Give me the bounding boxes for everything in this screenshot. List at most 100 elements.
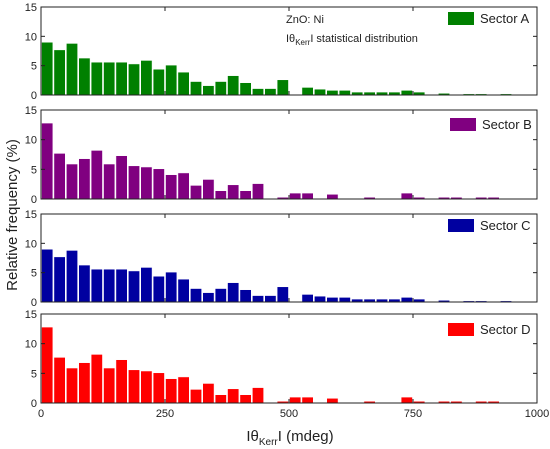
bar bbox=[227, 282, 240, 303]
bar bbox=[177, 172, 190, 200]
bar bbox=[326, 90, 339, 96]
y-tick-label: 5 bbox=[31, 368, 37, 380]
bar bbox=[301, 396, 314, 404]
bar bbox=[115, 61, 128, 96]
bar bbox=[252, 295, 265, 303]
bar bbox=[78, 57, 91, 96]
bar bbox=[239, 190, 252, 200]
legend-swatch bbox=[448, 323, 474, 336]
bar bbox=[128, 63, 141, 96]
bar bbox=[177, 278, 190, 303]
y-tick-label: 5 bbox=[31, 61, 37, 73]
bar bbox=[41, 248, 54, 303]
bar bbox=[128, 270, 141, 303]
bar bbox=[214, 190, 227, 200]
bar bbox=[152, 168, 165, 200]
bar bbox=[53, 49, 66, 96]
y-tick-label: 0 bbox=[31, 194, 37, 206]
bar bbox=[152, 372, 165, 404]
bar bbox=[115, 268, 128, 303]
bar bbox=[78, 158, 91, 200]
bar bbox=[338, 297, 351, 303]
y-tick-label: 5 bbox=[31, 268, 37, 280]
x-tick-label: 1000 bbox=[525, 408, 549, 420]
x-tick-label: 250 bbox=[156, 408, 174, 420]
bar bbox=[115, 155, 128, 200]
bar bbox=[400, 396, 413, 404]
panels-group: 0 5 10 15 Sector A 0 5 10 15 Sector B 0 5 10 15 Sector… bbox=[25, 2, 549, 420]
bar bbox=[152, 275, 165, 303]
bar bbox=[301, 294, 314, 303]
bar bbox=[400, 297, 413, 303]
bar bbox=[53, 256, 66, 303]
bar bbox=[177, 71, 190, 96]
y-tick-label: 15 bbox=[25, 309, 37, 321]
bar bbox=[313, 295, 326, 303]
bar bbox=[165, 378, 178, 404]
bar bbox=[90, 150, 103, 200]
bar bbox=[289, 192, 302, 200]
bar bbox=[276, 286, 289, 303]
bar bbox=[338, 90, 351, 96]
bar bbox=[326, 297, 339, 303]
bar bbox=[252, 183, 265, 200]
bar bbox=[103, 367, 116, 404]
bar bbox=[78, 264, 91, 303]
y-tick-label: 5 bbox=[31, 164, 37, 176]
bar bbox=[264, 88, 277, 96]
bar bbox=[202, 383, 215, 404]
y-tick-label: 0 bbox=[31, 297, 37, 309]
bar bbox=[264, 295, 277, 303]
bar bbox=[53, 153, 66, 200]
bar bbox=[152, 68, 165, 96]
bar bbox=[78, 362, 91, 404]
bar bbox=[90, 61, 103, 96]
chart-annotation: ZnO: Ni IθKerrI statistical distribution bbox=[286, 14, 418, 47]
legend-label: Sector C bbox=[480, 218, 531, 233]
bar bbox=[214, 288, 227, 303]
bar bbox=[66, 43, 79, 96]
bar bbox=[326, 193, 339, 200]
bar bbox=[214, 81, 227, 96]
panel-sector-d: 0 5 10 15 Sector D bbox=[25, 309, 538, 410]
bar bbox=[128, 165, 141, 200]
bar bbox=[202, 292, 215, 303]
bar bbox=[140, 166, 153, 200]
y-tick-label: 15 bbox=[25, 2, 37, 14]
bar bbox=[103, 61, 116, 96]
legend-label: Sector D bbox=[480, 322, 531, 337]
bar bbox=[115, 359, 128, 404]
bar bbox=[90, 268, 103, 303]
bar bbox=[177, 376, 190, 404]
bar bbox=[90, 354, 103, 404]
bar bbox=[128, 369, 141, 404]
legend-swatch bbox=[450, 118, 476, 131]
bar bbox=[313, 88, 326, 96]
bar bbox=[103, 268, 116, 303]
bar bbox=[190, 81, 203, 96]
y-tick-label: 15 bbox=[25, 105, 37, 117]
bar bbox=[140, 60, 153, 96]
bar bbox=[41, 326, 54, 404]
panel-sector-b: 0 5 10 15 Sector B bbox=[25, 105, 538, 206]
bar bbox=[66, 163, 79, 200]
y-tick-label: 10 bbox=[25, 31, 37, 43]
bar bbox=[165, 271, 178, 303]
bar bbox=[289, 396, 302, 404]
y-tick-label: 15 bbox=[25, 209, 37, 221]
bar bbox=[214, 394, 227, 404]
bar bbox=[252, 88, 265, 96]
bar bbox=[165, 64, 178, 96]
bar bbox=[400, 192, 413, 200]
y-axis-title: Relative frequency (%) bbox=[4, 139, 21, 291]
bar bbox=[190, 288, 203, 303]
y-tick-label: 10 bbox=[25, 238, 37, 250]
legend-label: Sector B bbox=[482, 117, 532, 132]
legend-label: Sector A bbox=[480, 11, 529, 26]
panel-sector-c: 0 5 10 15 Sector C bbox=[25, 209, 538, 309]
y-tick-label: 0 bbox=[31, 90, 37, 102]
x-tick-label: 750 bbox=[404, 408, 422, 420]
bar bbox=[190, 185, 203, 200]
bar bbox=[140, 267, 153, 303]
